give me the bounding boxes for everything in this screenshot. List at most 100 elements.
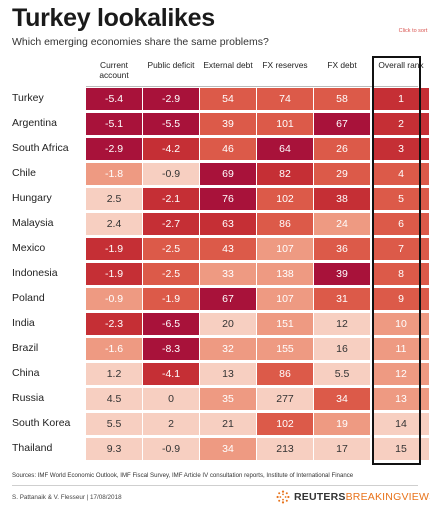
table-row: Thailand 9.3 -0.9 34 213 17 15 [12, 437, 429, 460]
table-cell: 54 [200, 88, 256, 110]
table-cell: 3 [373, 138, 429, 160]
country-label: Turkey [12, 92, 44, 104]
table-cell: 86 [257, 363, 313, 385]
table-cell: 2 [373, 113, 429, 135]
country-label: South Korea [12, 417, 71, 429]
column-header[interactable]: Current account [99, 60, 129, 80]
table-cell: 26 [314, 138, 370, 160]
table-row: Mexico -1.9 -2.5 43 107 36 7 [12, 237, 429, 260]
table-cell: 31 [314, 288, 370, 310]
column-header[interactable]: FX reserves [262, 60, 308, 70]
table-cell: 67 [200, 288, 256, 310]
reuters-dots-icon [276, 490, 290, 504]
table-cell: 43 [200, 238, 256, 260]
table-cell: -2.5 [143, 238, 199, 260]
table-cell: 15 [373, 438, 429, 460]
country-label: India [12, 317, 35, 329]
table-cell: 29 [314, 163, 370, 185]
table-cell: 138 [257, 263, 313, 285]
reuters-breakingviews-logo: REUTERS BREAKINGVIEWS [276, 490, 430, 504]
table-cell: 102 [257, 413, 313, 435]
table-cell: -4.2 [143, 138, 199, 160]
table-cell: -0.9 [143, 438, 199, 460]
table-cell: 35 [200, 388, 256, 410]
column-header[interactable]: Overall rank [378, 60, 424, 70]
table-cell: 4 [373, 163, 429, 185]
table-cell: 46 [200, 138, 256, 160]
table-cell: 17 [314, 438, 370, 460]
table-cell: 0 [143, 388, 199, 410]
table-row: Chile -1.8 -0.9 69 82 29 4 [12, 162, 429, 185]
table-cell: 151 [257, 313, 313, 335]
brand-breakingviews: BREAKINGVIEWS [345, 491, 430, 503]
table-cell: 64 [257, 138, 313, 160]
table-cell: 5 [373, 188, 429, 210]
column-header[interactable]: FX debt [327, 60, 357, 70]
table-cell: -5.4 [86, 88, 142, 110]
table-cell: 33 [200, 263, 256, 285]
column-header[interactable]: External debt [203, 60, 253, 70]
table-row: Russia 4.5 0 35 277 34 13 [12, 387, 429, 410]
table-cell: 6 [373, 213, 429, 235]
header-divider [86, 86, 418, 87]
table-cell: -5.5 [143, 113, 199, 135]
click-to-sort-note: Click to sort [398, 28, 428, 34]
table-cell: -1.6 [86, 338, 142, 360]
table-cell: 86 [257, 213, 313, 235]
country-label: Malaysia [12, 217, 54, 229]
country-label: Russia [12, 392, 45, 404]
column-header[interactable]: Public deficit [147, 60, 195, 70]
chart-title: Turkey lookalikes [12, 4, 215, 32]
footer-divider [12, 485, 418, 486]
country-label: Brazil [12, 342, 39, 354]
table-cell: 155 [257, 338, 313, 360]
country-label: South Africa [12, 142, 69, 154]
country-label: Indonesia [12, 267, 58, 279]
table-cell: 2.4 [86, 213, 142, 235]
country-label: Poland [12, 292, 45, 304]
table-cell: 9.3 [86, 438, 142, 460]
table-cell: -0.9 [86, 288, 142, 310]
table-cell: 16 [314, 338, 370, 360]
table-cell: 107 [257, 238, 313, 260]
table-cell: 12 [314, 313, 370, 335]
table-cell: 82 [257, 163, 313, 185]
brand-reuters: REUTERS [294, 491, 346, 503]
table-row: Malaysia 2.4 -2.7 63 86 24 6 [12, 212, 429, 235]
table-cell: -5.1 [86, 113, 142, 135]
table-row: Indonesia -1.9 -2.5 33 138 39 8 [12, 262, 429, 285]
table-row: South Africa -2.9 -4.2 46 64 26 3 [12, 137, 429, 160]
table-cell: -1.9 [143, 288, 199, 310]
table-row: South Korea 5.5 2 21 102 19 14 [12, 412, 429, 435]
table-cell: -1.9 [86, 263, 142, 285]
table-cell: 14 [373, 413, 429, 435]
table-cell: -0.9 [143, 163, 199, 185]
table-row: Turkey -5.4 -2.9 54 74 58 1 [12, 87, 429, 110]
table-cell: 58 [314, 88, 370, 110]
table-row: Brazil -1.6 -8.3 32 155 16 11 [12, 337, 429, 360]
country-label: China [12, 367, 40, 379]
table-cell: 9 [373, 288, 429, 310]
table-cell: 39 [200, 113, 256, 135]
table-cell: 1 [373, 88, 429, 110]
table-cell: -8.3 [143, 338, 199, 360]
table-cell: -2.5 [143, 263, 199, 285]
table-cell: 2 [143, 413, 199, 435]
table-cell: 38 [314, 188, 370, 210]
table-cell: -2.3 [86, 313, 142, 335]
table-cell: 4.5 [86, 388, 142, 410]
table-cell: 7 [373, 238, 429, 260]
table-cell: 101 [257, 113, 313, 135]
table-row: Argentina -5.1 -5.5 39 101 67 2 [12, 112, 429, 135]
table-cell: 102 [257, 188, 313, 210]
table-cell: 63 [200, 213, 256, 235]
country-label: Argentina [12, 117, 57, 129]
table-cell: 19 [314, 413, 370, 435]
country-label: Chile [12, 167, 36, 179]
table-cell: 21 [200, 413, 256, 435]
table-cell: 20 [200, 313, 256, 335]
table-cell: 12 [373, 363, 429, 385]
table-cell: -2.1 [143, 188, 199, 210]
table-cell: 107 [257, 288, 313, 310]
table-row: Poland -0.9 -1.9 67 107 31 9 [12, 287, 429, 310]
